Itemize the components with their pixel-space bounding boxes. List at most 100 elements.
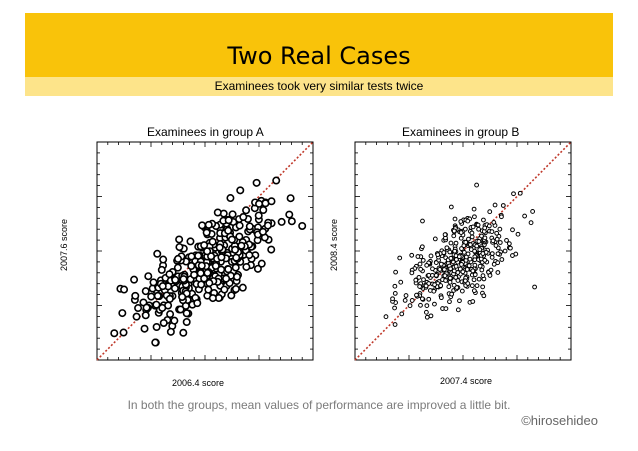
group-a-point (194, 251, 203, 260)
group-b-point (497, 226, 503, 232)
group-b-point (430, 272, 435, 278)
group-a-point (132, 312, 141, 321)
group-b-point (424, 262, 430, 268)
group-b-point (467, 242, 473, 248)
group-b-point (515, 231, 521, 237)
group-b-point (530, 209, 536, 214)
group-b-point (403, 293, 409, 298)
group-b-point (449, 291, 455, 297)
group-a-point (235, 221, 244, 230)
group-a-point (204, 220, 213, 229)
group-b-point (451, 268, 457, 274)
group-a-point (165, 294, 174, 303)
group-a-point (200, 241, 209, 250)
group-a-point (245, 222, 254, 231)
group-b-point (413, 277, 419, 283)
group-b-point (392, 283, 398, 289)
group-b-point (452, 248, 458, 254)
group-b-point (461, 249, 467, 255)
group-a-point (232, 253, 241, 262)
group-a-point (158, 282, 167, 291)
group-b-point (433, 260, 439, 266)
group-a-point (204, 285, 213, 294)
group-a-point (286, 194, 295, 203)
group-b-point (504, 238, 509, 243)
group-b-point (480, 273, 486, 279)
group-b-point (417, 261, 423, 267)
group-b-point (481, 293, 487, 299)
group-a-point (215, 243, 224, 252)
scatter-plot-group-a (96, 141, 314, 361)
group-b-point (420, 218, 425, 224)
group-a-point (134, 304, 143, 313)
group-b-point (495, 251, 501, 257)
group-b-point (472, 248, 477, 254)
group-b-point (447, 279, 453, 285)
group-b-point (471, 206, 477, 212)
group-a-point (235, 232, 244, 241)
group-a-point (211, 261, 220, 270)
group-b-point (474, 182, 480, 188)
group-b-point (528, 220, 534, 226)
group-a-point (131, 291, 140, 300)
group-b-point (459, 288, 465, 294)
group-a-point (220, 285, 229, 294)
group-b-point (487, 273, 493, 278)
group-a-point (120, 285, 129, 294)
group-b-point (409, 252, 415, 258)
group-a-point (200, 274, 209, 283)
group-a-point (237, 241, 246, 250)
group-b-point (506, 241, 512, 247)
group-b-point (493, 243, 499, 248)
group-b-point (443, 278, 448, 283)
group-a-point (141, 311, 150, 320)
group-b-point (465, 281, 471, 286)
chart-b-ylabel: 2008.4 score (329, 218, 340, 272)
group-b-point (447, 275, 453, 281)
group-b-point (458, 230, 464, 235)
slide-title: Two Real Cases (227, 42, 411, 70)
group-a-point (149, 278, 158, 287)
group-a-point (174, 254, 183, 263)
group-b-point (479, 267, 485, 273)
group-b-point (497, 240, 503, 245)
group-b-point (470, 224, 476, 230)
group-b-point (418, 302, 423, 308)
group-b-point (517, 190, 523, 196)
group-b-point (500, 203, 506, 208)
group-a-point (238, 283, 247, 292)
group-a-point (153, 291, 162, 300)
group-b-point (469, 234, 475, 240)
group-b-point (390, 296, 395, 302)
group-a-point (208, 294, 217, 303)
group-b-point (420, 257, 426, 263)
group-a-point (233, 272, 242, 281)
group-b-point (457, 298, 462, 304)
group-b-point (469, 230, 475, 236)
group-b-point (477, 247, 483, 253)
group-a-point (118, 309, 127, 318)
group-a-point (217, 253, 226, 262)
group-a-point (287, 217, 296, 226)
group-b-point (392, 291, 398, 296)
group-b-point (409, 270, 415, 276)
group-a-point (285, 210, 294, 219)
group-a-point (170, 284, 179, 293)
group-a-point (187, 261, 196, 270)
footer-note: In both the groups, mean values of perfo… (127, 398, 511, 412)
group-b-point (489, 254, 495, 260)
group-b-point (466, 236, 471, 242)
group-b-point (460, 269, 466, 275)
group-a-point (224, 265, 233, 274)
group-a-point (152, 300, 161, 309)
group-a-point (165, 270, 174, 279)
group-b-point (471, 288, 477, 294)
chart-a-xlabel: 2006.4 score (172, 378, 225, 388)
group-b-point (407, 303, 413, 309)
group-a-point (151, 338, 160, 347)
group-b-point (476, 276, 482, 282)
group-b-point (464, 267, 470, 272)
group-a-point (272, 176, 281, 185)
group-a-point (205, 279, 214, 288)
group-b-point (482, 235, 488, 241)
